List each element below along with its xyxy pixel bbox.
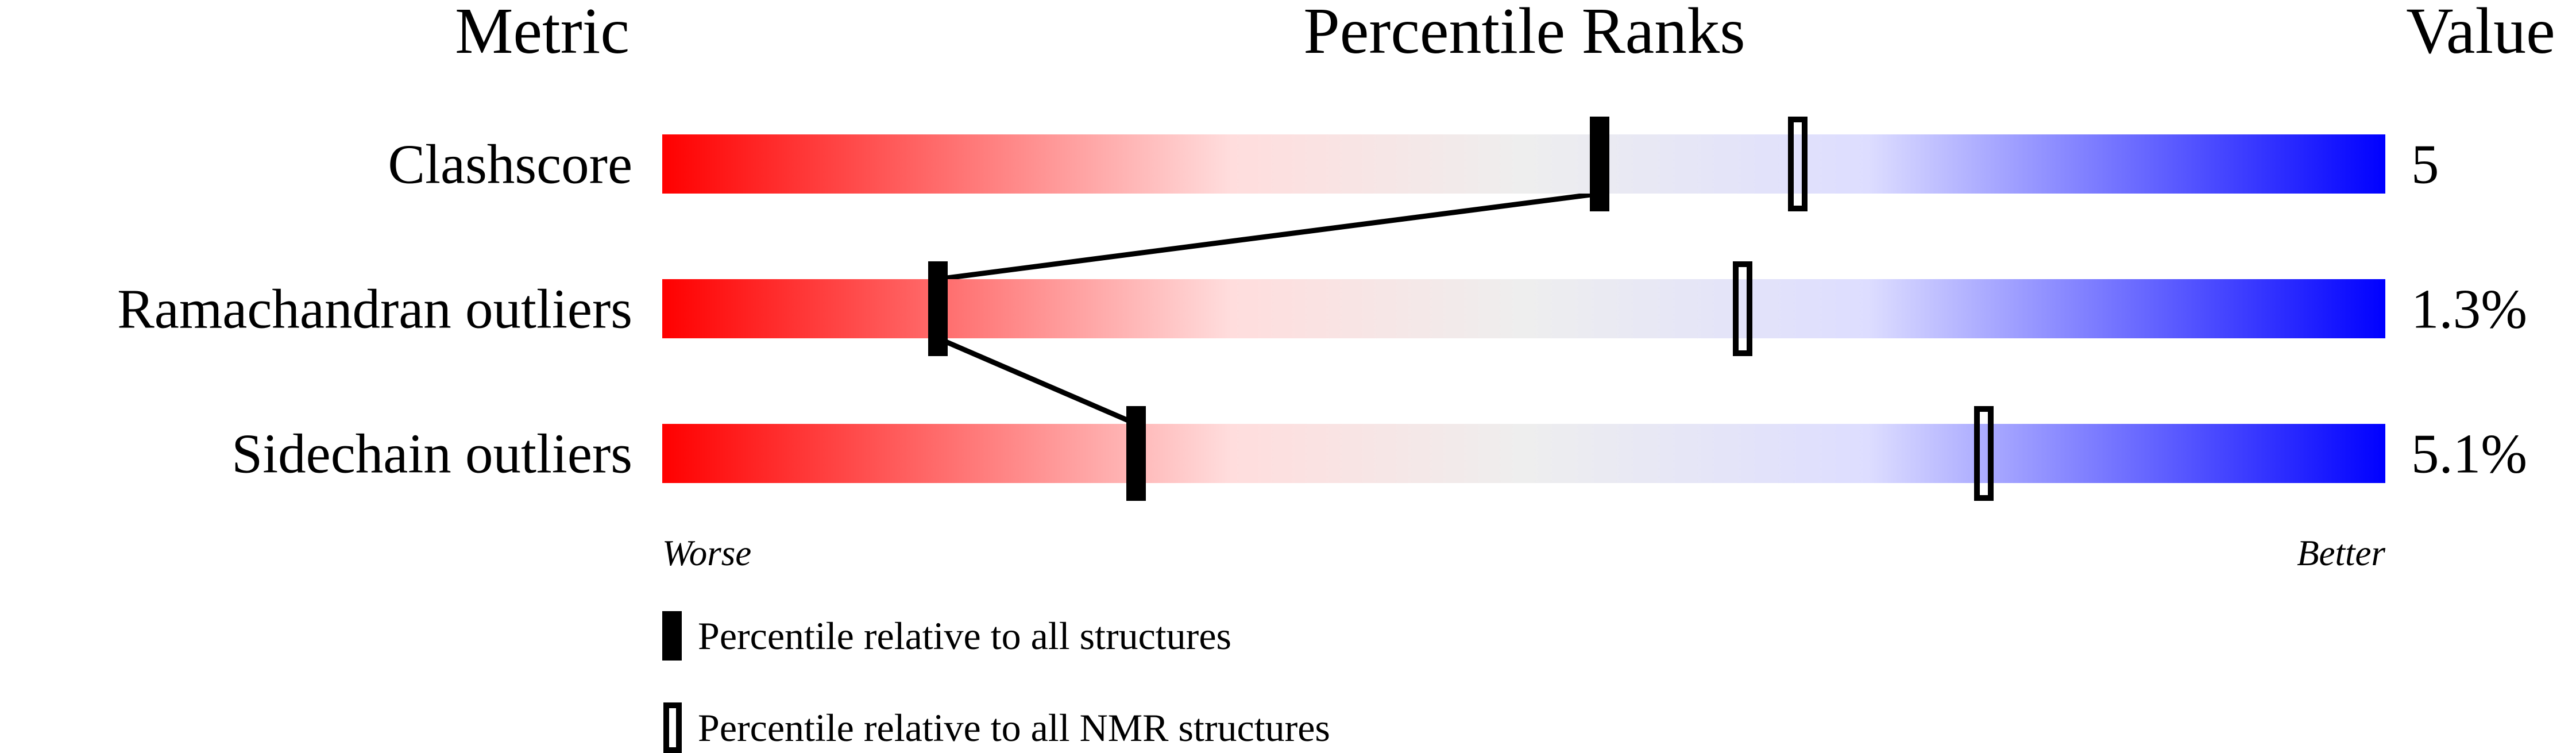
connector-line: [937, 191, 1600, 282]
legend-label-all: Percentile relative to all structures: [698, 614, 1231, 658]
axis-label-worse: Worse: [662, 533, 751, 573]
connector-line: [937, 335, 1137, 427]
metric-value: 5: [2411, 134, 2439, 195]
metric-label: Ramachandran outliers: [117, 279, 632, 340]
header-percentile-ranks: Percentile Ranks: [1303, 0, 1745, 67]
marker-nmr: [1974, 406, 1994, 501]
metric-label: Sidechain outliers: [231, 423, 632, 485]
marker-all: [1590, 117, 1609, 211]
percentile-bar: [662, 279, 2385, 338]
legend-open-marker: [663, 702, 682, 753]
header-value: Value: [2406, 0, 2555, 67]
marker-nmr: [1788, 117, 1808, 211]
marker-nmr: [1733, 261, 1752, 356]
axis-label-better: Better: [2297, 533, 2385, 573]
metric-label: Clashscore: [388, 134, 632, 195]
metric-value: 1.3%: [2411, 279, 2527, 340]
header-metric: Metric: [455, 0, 629, 67]
marker-all: [1126, 406, 1146, 501]
metric-value: 5.1%: [2411, 423, 2527, 485]
percentile-bar: [662, 134, 2385, 194]
marker-all: [928, 261, 948, 356]
percentile-bar: [662, 424, 2385, 483]
legend-filled-marker: [662, 611, 682, 661]
legend-label-nmr: Percentile relative to all NMR structure…: [698, 706, 1330, 750]
